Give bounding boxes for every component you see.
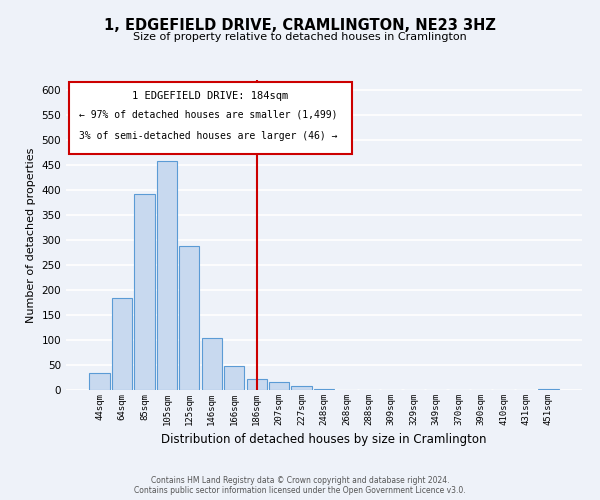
Bar [179, 246, 199, 390]
Bar [292, 386, 311, 390]
Bar [538, 389, 559, 390]
Y-axis label: Number of detached properties: Number of detached properties [26, 148, 36, 322]
Bar [314, 389, 334, 390]
Text: ← 97% of detached houses are smaller (1,499): ← 97% of detached houses are smaller (1,… [79, 110, 337, 120]
Bar [224, 366, 244, 390]
Text: 3% of semi-detached houses are larger (46) →: 3% of semi-detached houses are larger (4… [79, 131, 337, 141]
Bar [269, 382, 289, 390]
Bar [134, 194, 155, 390]
Bar [247, 379, 267, 390]
Text: Contains HM Land Registry data © Crown copyright and database right 2024.
Contai: Contains HM Land Registry data © Crown c… [134, 476, 466, 495]
Text: Size of property relative to detached houses in Cramlington: Size of property relative to detached ho… [133, 32, 467, 42]
Bar [202, 338, 222, 390]
Bar [89, 372, 110, 390]
Text: 1, EDGEFIELD DRIVE, CRAMLINGTON, NE23 3HZ: 1, EDGEFIELD DRIVE, CRAMLINGTON, NE23 3H… [104, 18, 496, 32]
Bar [112, 298, 132, 390]
X-axis label: Distribution of detached houses by size in Cramlington: Distribution of detached houses by size … [161, 434, 487, 446]
FancyBboxPatch shape [68, 82, 352, 154]
Bar [157, 161, 177, 390]
Text: 1 EDGEFIELD DRIVE: 184sqm: 1 EDGEFIELD DRIVE: 184sqm [133, 91, 289, 101]
